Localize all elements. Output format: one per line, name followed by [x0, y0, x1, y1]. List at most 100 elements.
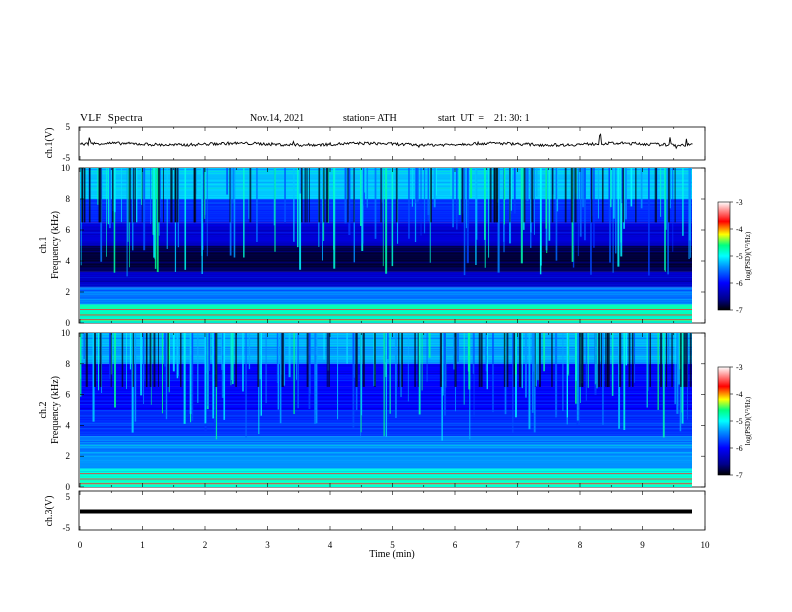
sferic-streak	[223, 333, 226, 420]
time-tick-labels: 0 1 2 3 4 5 6 7 8 9 10	[78, 540, 710, 550]
dark-streak	[141, 168, 143, 223]
time-tick-label: 4	[328, 540, 333, 550]
sferic-streak	[513, 168, 516, 214]
sferic-streak	[113, 168, 116, 273]
sferic-streak	[248, 333, 251, 370]
dark-streak	[323, 168, 325, 223]
dark-streak	[674, 168, 676, 223]
dark-streak	[380, 168, 382, 223]
spectrogram-stripe	[80, 448, 692, 450]
time-tick-label: 5	[390, 540, 395, 550]
dark-streak	[128, 168, 130, 223]
spectrogram-stripe	[80, 459, 692, 461]
dark-streak	[631, 333, 634, 387]
sferic-streak	[533, 168, 535, 235]
sferic-streak	[109, 333, 112, 379]
sferic-streak	[548, 168, 551, 241]
frequency-tick-label: 8	[66, 194, 71, 204]
sferic-streak	[385, 168, 388, 274]
sferic-streak	[293, 333, 295, 415]
sferic-streak	[463, 333, 465, 405]
dark-streak	[175, 168, 177, 223]
sferic-streak	[230, 333, 232, 386]
frequency-tick-label: 6	[66, 390, 71, 400]
sferic-streak	[279, 333, 282, 424]
sferic-streak	[682, 168, 684, 236]
colorbar-tick-label: -6	[736, 444, 743, 453]
sferic-streak	[537, 333, 539, 380]
sferic-streak	[660, 168, 662, 217]
spectrogram-stripe	[80, 437, 692, 439]
sferic-streak	[97, 168, 99, 205]
dark-streak	[608, 333, 610, 387]
sferic-streak	[543, 333, 545, 372]
spectrogram-stripe	[80, 454, 692, 455]
ch1-waveform-ylabel: ch.1(V)	[44, 128, 55, 159]
sferic-streak	[611, 333, 614, 396]
sferic-streak	[265, 333, 267, 404]
sferic-streak	[231, 333, 234, 385]
sferic-streak	[426, 333, 428, 382]
dark-streak	[564, 168, 567, 223]
sferic-streak	[101, 333, 103, 394]
sferic-streak	[540, 168, 542, 266]
sferic-streak	[204, 333, 207, 424]
spectrogram-stripe	[80, 286, 692, 288]
colorbar-tick-label: -5	[736, 417, 743, 426]
dark-streak	[328, 333, 330, 387]
ch3-ytick-bottom: -5	[63, 523, 71, 533]
sferic-streak	[458, 168, 461, 215]
sferic-streak	[299, 168, 302, 194]
sferic-streak	[662, 333, 665, 438]
ch3-ytick-top: 5	[66, 492, 71, 502]
sferic-streak	[381, 168, 383, 203]
dark-streak	[325, 168, 328, 223]
sferic-streak	[242, 333, 244, 392]
sferic-streak	[504, 333, 507, 415]
frequency-tick-label: 2	[66, 451, 71, 461]
sferic-streak	[140, 333, 143, 396]
frequency-tick-label: 6	[66, 225, 71, 235]
sferic-streak	[135, 168, 138, 223]
dark-streak	[85, 333, 88, 387]
dark-streak	[110, 333, 112, 387]
dark-streak	[414, 333, 416, 387]
sferic-streak	[533, 333, 536, 433]
dark-streak	[81, 168, 83, 223]
dark-streak	[439, 333, 443, 387]
frequency-tick-label: 4	[66, 256, 71, 266]
sferic-streak	[183, 333, 186, 424]
dark-streak	[649, 333, 652, 387]
sferic-streak	[615, 168, 617, 254]
spectrogram-stripe	[80, 446, 692, 448]
sferic-streak	[575, 333, 578, 381]
dark-streak	[355, 333, 357, 387]
sferic-streak	[408, 168, 410, 239]
sferic-streak	[602, 333, 604, 425]
sferic-streak	[114, 333, 116, 408]
sferic-streak	[212, 333, 214, 419]
dark-streak	[229, 168, 231, 223]
dark-streak	[326, 333, 328, 387]
spectrogram-stripe	[80, 282, 692, 284]
time-tick-label: 7	[515, 540, 520, 550]
sferic-streak	[364, 168, 366, 193]
dark-streak	[538, 333, 541, 387]
dark-streak	[121, 333, 124, 387]
dark-streak	[668, 168, 670, 223]
sferic-streak	[688, 168, 690, 259]
sferic-streak	[359, 168, 362, 226]
sferic-streak	[667, 333, 670, 365]
sferic-streak	[361, 168, 364, 244]
sferic-streak	[634, 333, 636, 383]
dark-streak	[83, 168, 85, 223]
spectrogram-stripe	[80, 301, 692, 302]
sferic-streak	[197, 333, 199, 403]
sferic-streak	[143, 333, 145, 380]
sferic-streak	[577, 168, 579, 257]
dark-streak	[417, 333, 419, 387]
sferic-streak	[442, 333, 444, 396]
sferic-streak	[417, 168, 419, 202]
sferic-streak	[625, 333, 627, 366]
dark-streak	[130, 168, 132, 223]
